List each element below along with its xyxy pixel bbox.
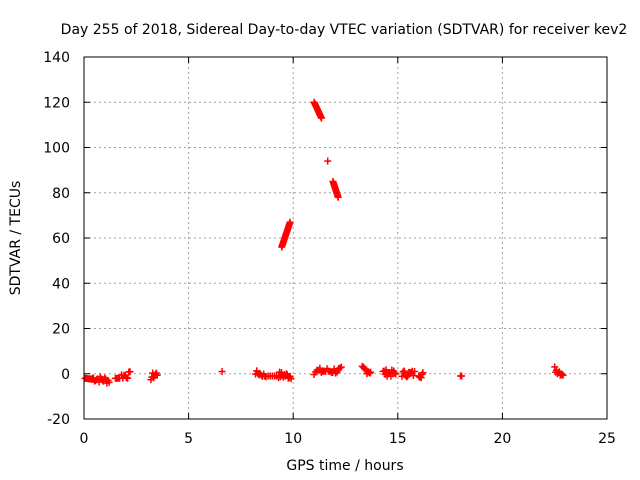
data-point	[367, 368, 375, 376]
data-point	[218, 367, 226, 375]
data-point	[403, 373, 411, 381]
data-point	[332, 369, 340, 377]
data-point	[124, 374, 132, 382]
data-point	[317, 114, 325, 122]
x-tick-label: 5	[184, 431, 193, 447]
grid-lines	[84, 57, 607, 419]
data-point	[419, 369, 427, 377]
y-tick-label: 120	[43, 95, 70, 111]
data-point	[324, 157, 332, 165]
data-point	[417, 374, 425, 382]
y-tick-label: 60	[52, 231, 70, 247]
y-tick-label: 0	[61, 367, 70, 383]
y-tick-label: 140	[43, 50, 70, 66]
y-tick-label: -20	[47, 412, 70, 428]
data-point	[336, 364, 344, 372]
data-point	[391, 369, 399, 377]
data-point	[153, 371, 161, 379]
data-point	[105, 378, 113, 386]
y-tick-label: 40	[52, 276, 70, 292]
y-tick-label: 20	[52, 322, 70, 338]
data-point	[286, 218, 294, 226]
data-point	[334, 193, 342, 201]
x-tick-label: 25	[598, 431, 616, 447]
data-point	[333, 368, 341, 376]
data-point	[411, 368, 419, 376]
tick-labels: 0 5 10 15 20 25 -20 0 20 40 60 80 100 120 140	[43, 50, 616, 447]
data-point	[126, 368, 134, 376]
x-tick-label: 15	[389, 431, 407, 447]
y-tick-label: 80	[52, 186, 70, 202]
data-point	[400, 367, 408, 375]
data-points	[81, 98, 567, 387]
x-tick-label: 10	[284, 431, 302, 447]
data-point	[458, 372, 466, 380]
data-point	[366, 369, 374, 377]
chart-title: Day 255 of 2018, Sidereal Day-to-day VTE…	[61, 22, 628, 38]
x-tick-label: 20	[493, 431, 511, 447]
data-point	[282, 370, 290, 378]
y-tick-label: 100	[43, 141, 70, 157]
x-axis-label: GPS time / hours	[286, 458, 403, 474]
data-point	[287, 375, 295, 383]
data-point	[559, 371, 567, 379]
plot-frame	[83, 56, 608, 420]
data-point	[337, 363, 345, 371]
x-tick-label: 0	[80, 431, 89, 447]
data-point	[392, 370, 400, 378]
y-axis-label: SDTVAR / TECUs	[8, 181, 24, 296]
